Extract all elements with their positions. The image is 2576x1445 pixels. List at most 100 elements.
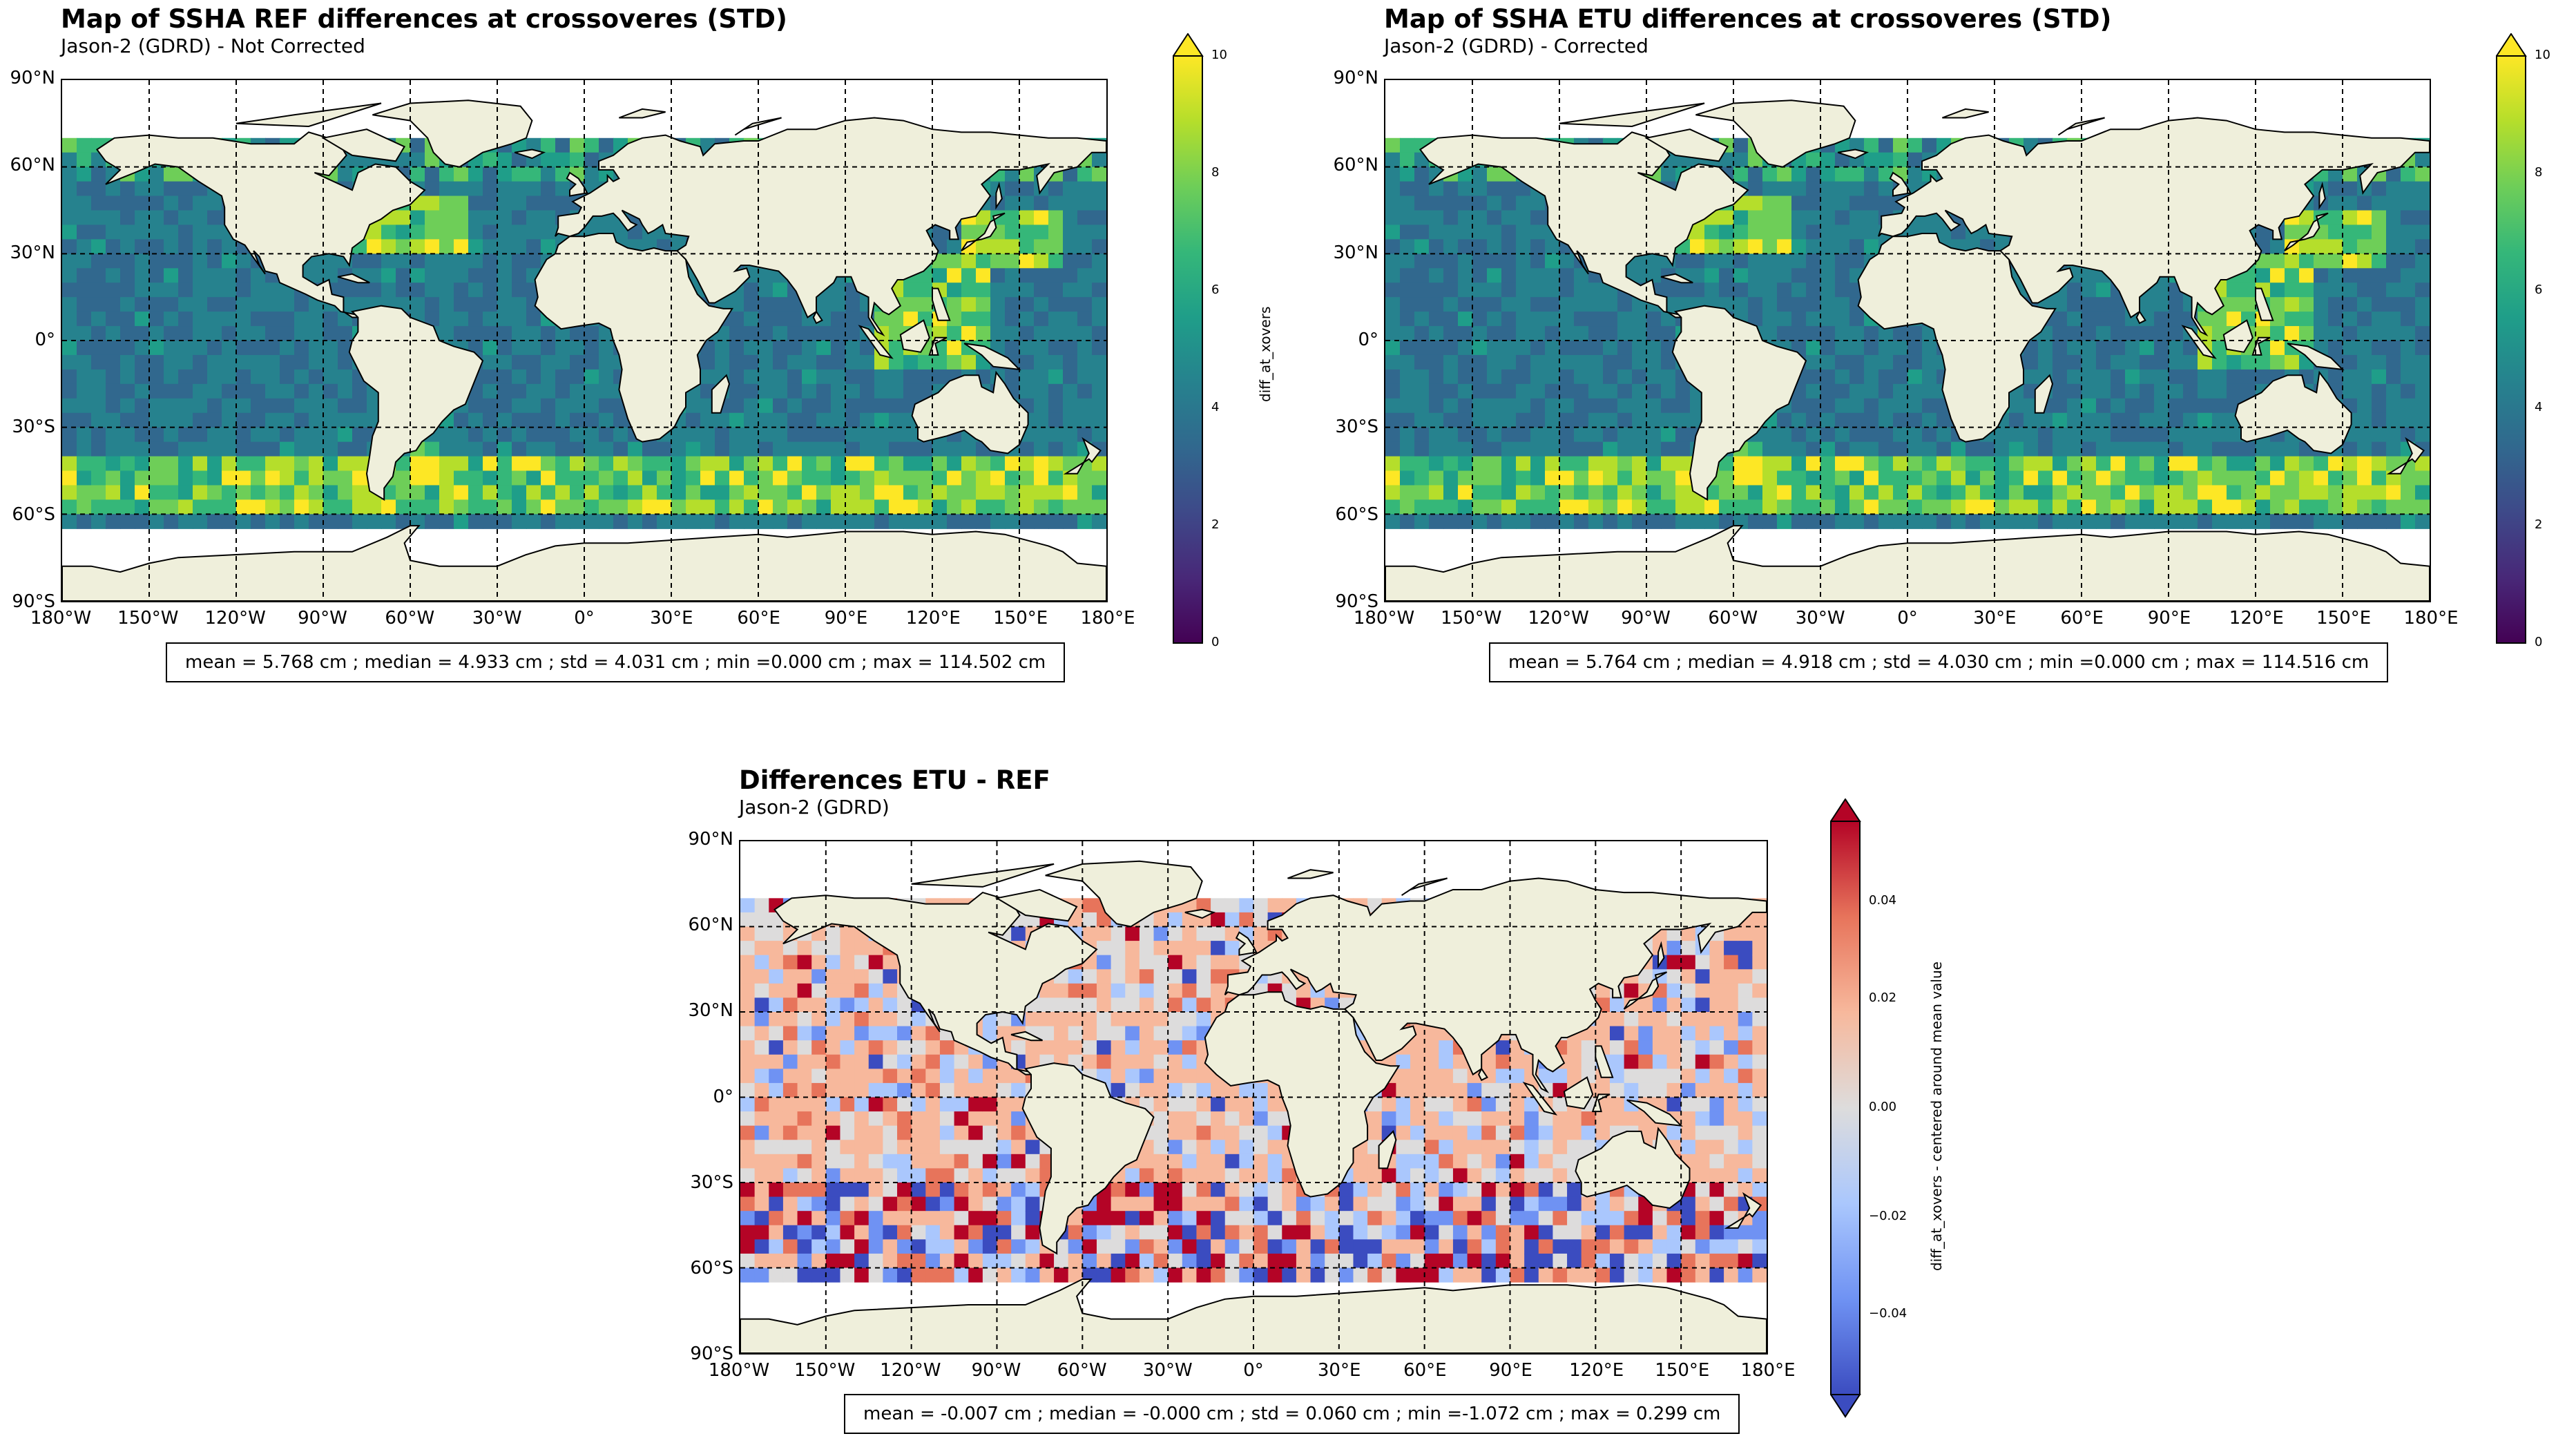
data-cell (2111, 456, 2126, 472)
data-cell (925, 1040, 941, 1055)
data-cell (483, 166, 498, 182)
data-cell (939, 1040, 955, 1055)
data-cell (2183, 427, 2198, 443)
data-cell (2067, 297, 2082, 312)
data-cell (700, 485, 715, 500)
data-cell (1472, 485, 1488, 500)
data-cell (700, 514, 715, 529)
data-cell (2357, 224, 2372, 240)
data-cell (729, 326, 744, 341)
data-cell (1777, 253, 1792, 269)
data-cell (1039, 1026, 1055, 1041)
data-cell (1588, 470, 1604, 486)
data-cell (1096, 955, 1112, 970)
data-cell (512, 195, 527, 211)
data-cell (1820, 312, 1836, 327)
data-cell (954, 1111, 969, 1127)
data-cell (526, 470, 541, 486)
data-cell (2241, 441, 2256, 457)
data-cell (1139, 1026, 1155, 1041)
data-cell (982, 1267, 998, 1283)
data-cell (1574, 383, 1589, 399)
data-cell (2024, 514, 2039, 529)
data-cell (1588, 354, 1604, 370)
data-cell (1907, 412, 1923, 428)
data-cell (1111, 1239, 1126, 1254)
data-cell (740, 1111, 756, 1127)
data-cell (1125, 1225, 1140, 1240)
data-cell (925, 1168, 941, 1183)
data-cell (1019, 383, 1035, 399)
data-cell (903, 283, 919, 298)
data-cell (925, 1154, 941, 1169)
data-cell (1168, 1267, 1183, 1283)
data-cell (1501, 514, 1517, 529)
data-cell (1719, 283, 1734, 298)
data-cell (178, 253, 193, 269)
data-cell (280, 354, 295, 370)
data-cell (280, 341, 295, 356)
data-cell (816, 398, 832, 414)
data-cell (740, 983, 756, 999)
data-cell (911, 1040, 926, 1055)
data-cell (1777, 312, 1792, 327)
data-cell (1034, 412, 1049, 428)
data-cell (1139, 1168, 1155, 1183)
data-cell (1806, 499, 1821, 515)
data-cell (918, 456, 933, 472)
data-cell (1077, 253, 1093, 269)
data-cell (1661, 499, 1676, 515)
data-cell (135, 239, 150, 254)
data-cell (982, 1183, 998, 1198)
data-cell (164, 166, 179, 182)
data-cell (1385, 441, 1401, 457)
data-cell (584, 470, 599, 486)
data-cell (483, 398, 498, 414)
data-cell (2053, 369, 2068, 385)
data-cell (782, 1168, 798, 1183)
data-cell (323, 341, 338, 356)
data-cell (512, 166, 527, 182)
data-cell (1048, 456, 1064, 472)
data-cell (1385, 326, 1401, 341)
data-cell (1733, 470, 1749, 486)
data-cell (700, 369, 715, 385)
data-cell (1414, 283, 1430, 298)
data-cell (120, 412, 135, 428)
data-cell (1646, 369, 1662, 385)
data-cell (439, 456, 454, 472)
data-cell (120, 485, 135, 500)
data-cell (769, 1154, 784, 1169)
data-cell (77, 369, 92, 385)
data-cell (686, 514, 701, 529)
data-cell (2067, 398, 2082, 414)
data-cell (251, 354, 266, 370)
data-cell (961, 354, 977, 370)
data-cell (62, 152, 77, 168)
data-cell (1530, 485, 1546, 500)
data-cell (840, 1196, 855, 1212)
data-cell (91, 441, 106, 457)
data-cell (1545, 412, 1560, 428)
data-cell (816, 312, 832, 327)
stats-box: mean = 5.764 cm ; median = 4.918 cm ; st… (1489, 642, 2389, 682)
data-cell (1748, 283, 1763, 298)
lat-tick-label: 0° (1358, 329, 1378, 350)
data-cell (77, 195, 92, 211)
data-cell (1025, 1140, 1041, 1155)
data-cell (468, 499, 483, 515)
data-cell (918, 297, 933, 312)
data-cell (1922, 456, 1937, 472)
data-cell (1092, 181, 1106, 197)
data-cell (294, 427, 309, 443)
data-cell (1196, 1183, 1211, 1198)
data-cell (754, 1253, 769, 1269)
data-cell (1054, 1267, 1069, 1283)
data-cell (939, 1183, 955, 1198)
data-cell (773, 383, 788, 399)
data-cell (769, 969, 784, 984)
data-cell (773, 326, 788, 341)
data-cell (769, 1111, 784, 1127)
data-cell (541, 326, 556, 341)
data-cell (1820, 514, 1836, 529)
